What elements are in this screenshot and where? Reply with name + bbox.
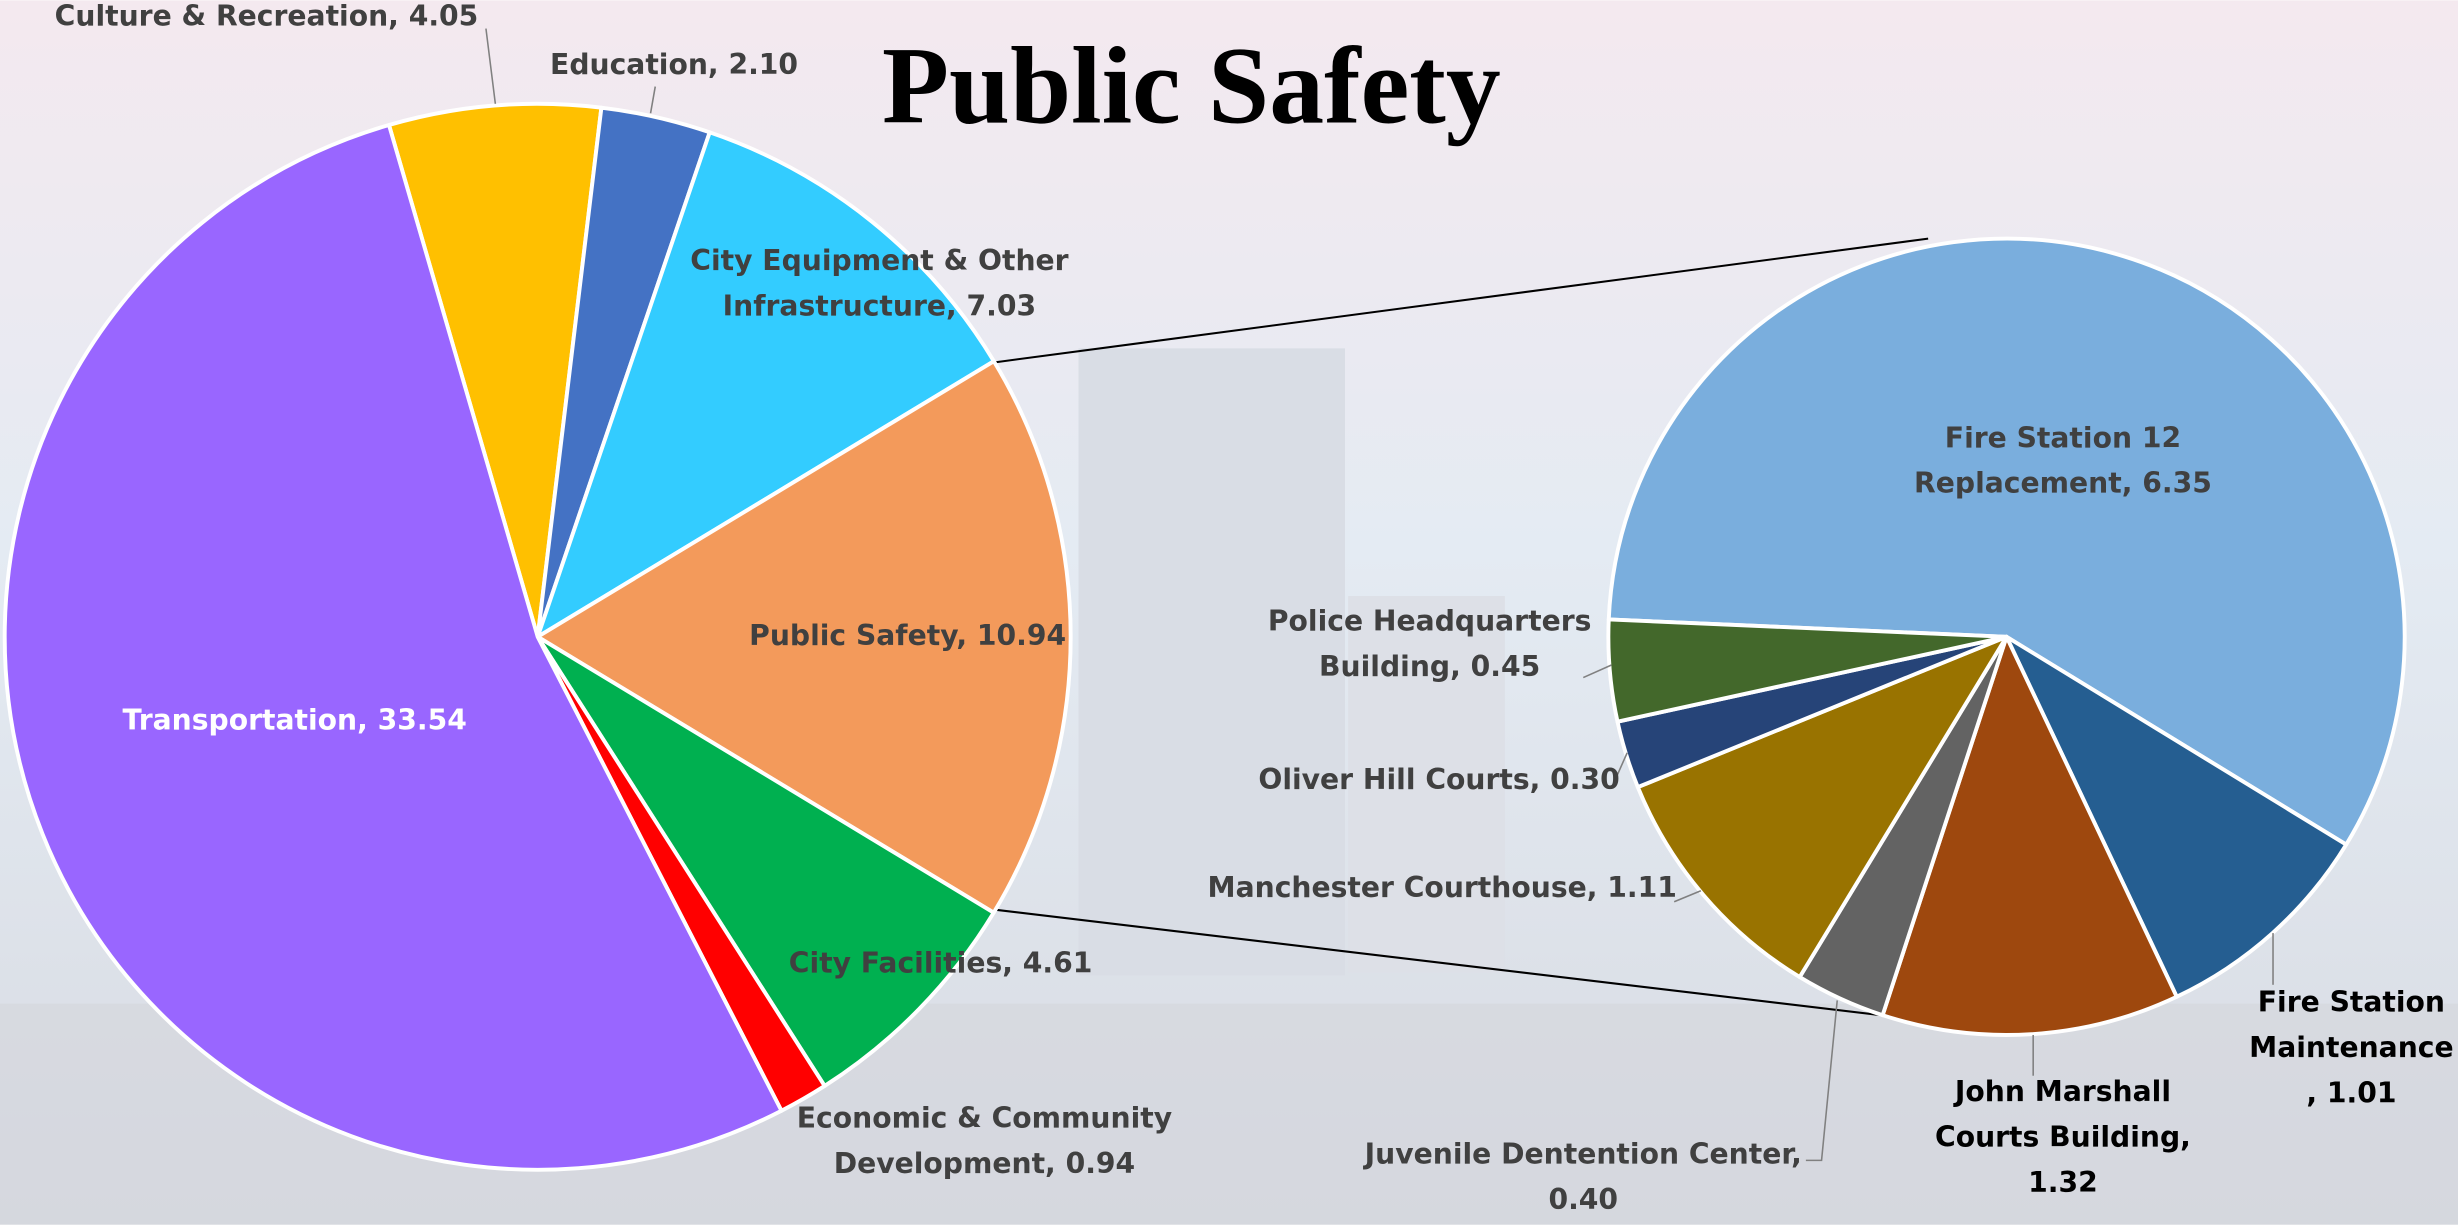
data-label: Fire Station 12 [1945, 421, 2181, 454]
leader-line [1613, 752, 1628, 782]
data-label: John Marshall [1953, 1075, 2171, 1108]
data-label: Fire Station [2258, 986, 2445, 1019]
labels: Culture & Recreation, 4.05 Education, 2.1… [55, 0, 2454, 1216]
data-label: Maintenance [2249, 1031, 2453, 1064]
data-label: 0.40 [1548, 1183, 1618, 1216]
pie-slice [2004, 634, 2349, 999]
pie-slice [1606, 617, 2009, 724]
pie-slice [2, 123, 784, 1172]
data-label: Culture & Recreation, 4.05 [55, 0, 479, 33]
pie-slice [1635, 634, 2009, 980]
building [1348, 596, 1505, 973]
data-label: City Equipment & Other [690, 244, 1068, 277]
data-label: City Facilities, 4.61 [789, 946, 1093, 979]
connector [993, 908, 1890, 1018]
data-label: Education, 2.10 [550, 48, 798, 81]
building [1078, 348, 1346, 976]
leader-line [1582, 664, 1612, 679]
data-label: Manchester Courthouse, 1.11 [1208, 871, 1677, 904]
data-label: , 1.01 [2306, 1077, 2396, 1110]
leader-line [1673, 890, 1702, 903]
pie-slice [387, 101, 604, 639]
data-label: Replacement, 6.35 [1914, 467, 2212, 500]
pie-slice [535, 634, 996, 1088]
leader-line [649, 86, 657, 114]
data-label: Economic & Community [797, 1102, 1172, 1135]
chart-title: Public Safety [882, 25, 1501, 147]
data-label: Building, 0.45 [1319, 650, 1540, 683]
leader-line [485, 28, 497, 104]
leader-line [1805, 1000, 1839, 1162]
data-label: Infrastructure, 7.03 [723, 290, 1036, 323]
data-label: Juvenile Dentention Center, [1363, 1138, 1802, 1171]
data-label: Public Safety, 10.94 [749, 619, 1066, 652]
data-label: Police Headquarters [1268, 605, 1592, 638]
data-label: Courts Building, [1935, 1120, 2191, 1153]
data-label: 1.32 [2028, 1166, 2098, 1199]
pie-slice [535, 359, 1073, 915]
data-label: Development, 0.94 [834, 1147, 1135, 1180]
data-label: Oliver Hill Courts, 0.30 [1258, 763, 1619, 796]
pie-slice [1880, 634, 2179, 1037]
data-label: Transportation, 33.54 [123, 703, 467, 736]
pies [2, 101, 2407, 1172]
connector [993, 237, 1929, 364]
pie-slice [535, 130, 996, 639]
pie-slice [1606, 236, 2407, 847]
